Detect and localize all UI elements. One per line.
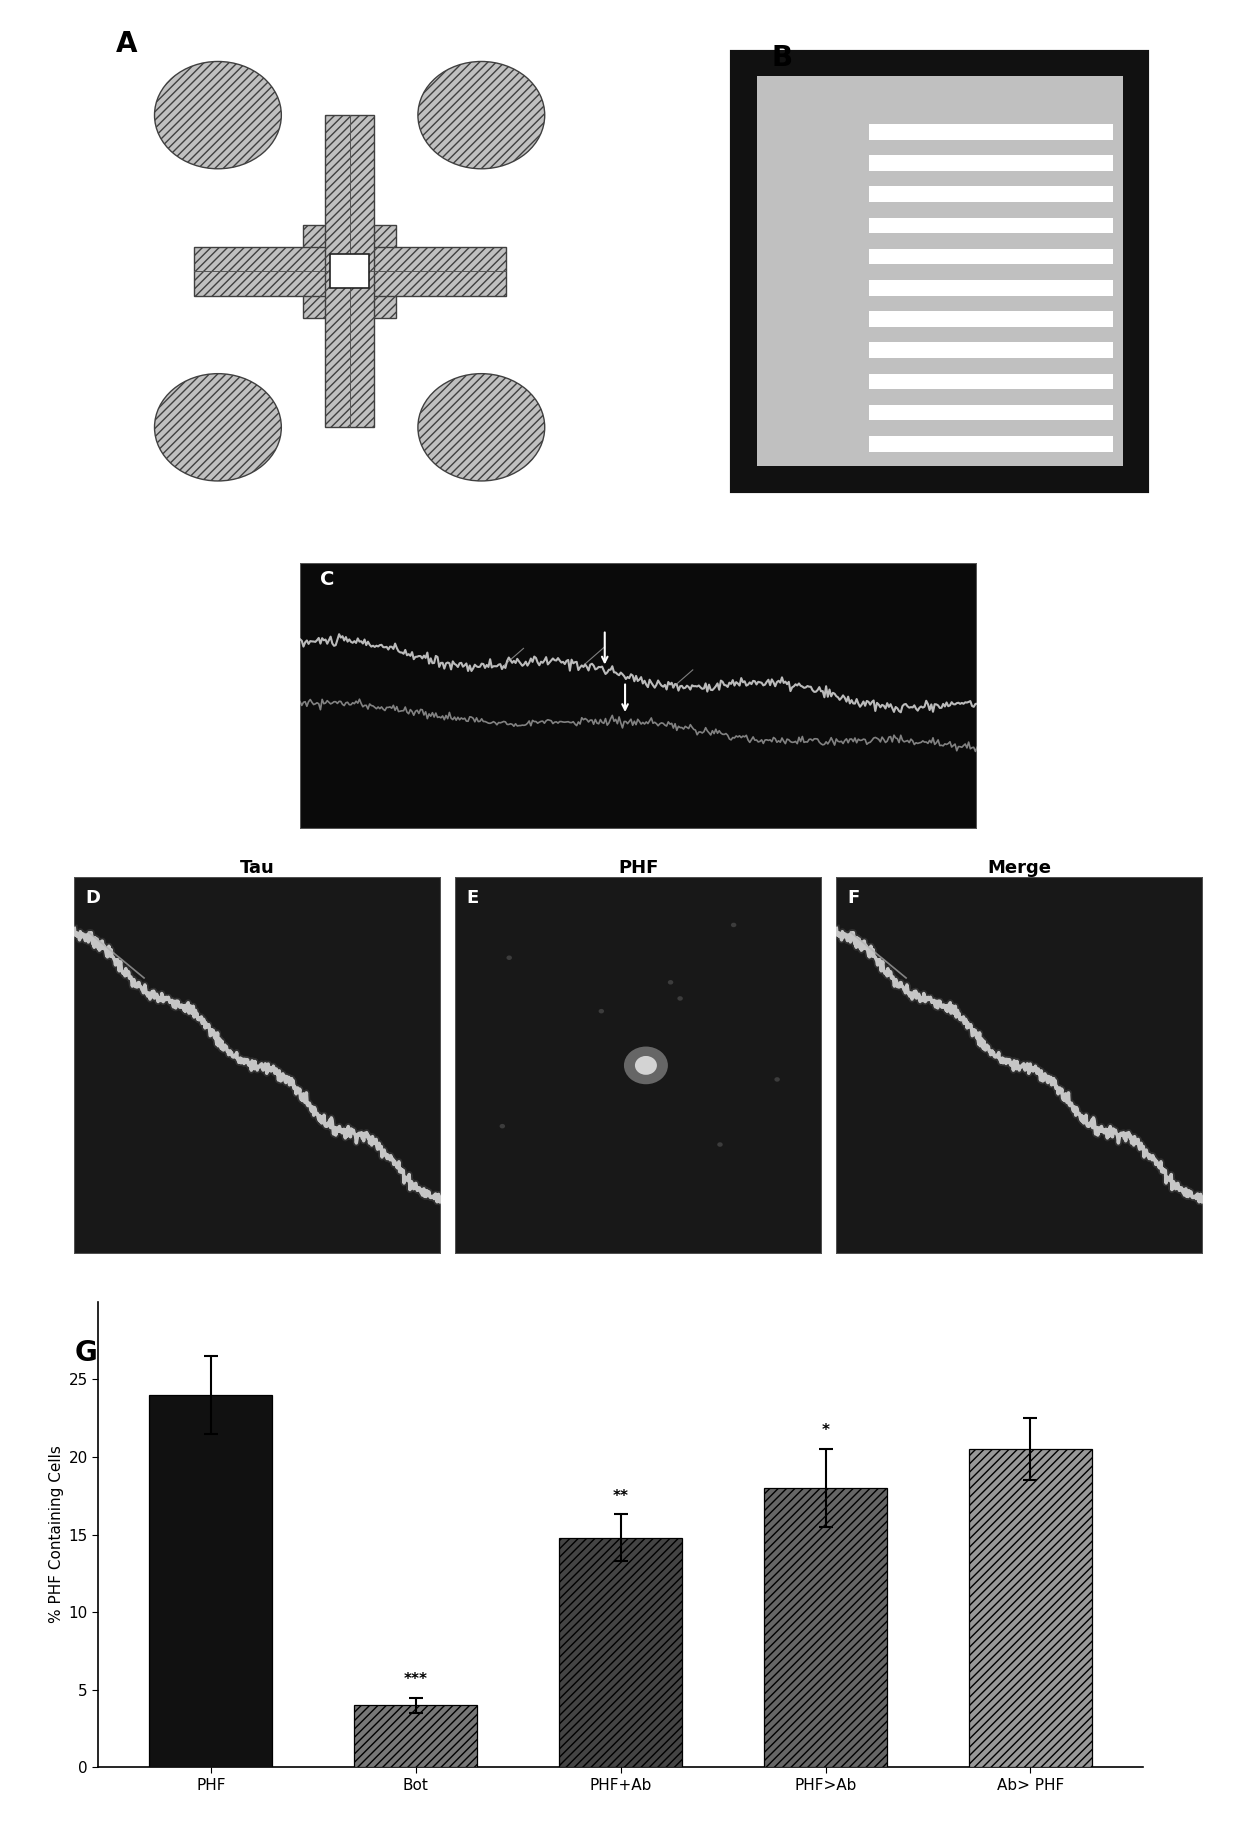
Bar	[304, 224, 396, 317]
Title: Tau: Tau	[241, 858, 275, 876]
Text: D: D	[86, 889, 100, 907]
Ellipse shape	[155, 374, 281, 481]
Bar	[968, 1448, 1092, 1767]
Text: B: B	[771, 44, 792, 73]
Ellipse shape	[717, 1142, 723, 1146]
Ellipse shape	[774, 1077, 780, 1082]
Bar	[869, 155, 1114, 171]
Bar	[869, 186, 1114, 202]
Y-axis label: % PHF Containing Cells: % PHF Containing Cells	[50, 1445, 64, 1623]
Bar	[756, 77, 1122, 466]
Bar	[869, 404, 1114, 421]
Ellipse shape	[635, 1057, 657, 1075]
Ellipse shape	[668, 980, 673, 984]
Bar	[559, 1538, 682, 1767]
Bar	[764, 1489, 887, 1767]
Text: C: C	[320, 570, 335, 589]
Ellipse shape	[418, 374, 544, 481]
Bar	[869, 312, 1114, 326]
Text: G: G	[74, 1339, 98, 1366]
Bar	[150, 1396, 273, 1767]
Ellipse shape	[418, 62, 544, 169]
Bar	[869, 281, 1114, 295]
Ellipse shape	[624, 1046, 668, 1084]
Text: ***: ***	[404, 1671, 428, 1687]
Text: F: F	[847, 889, 859, 907]
Text: **: **	[613, 1489, 629, 1503]
Bar	[869, 124, 1114, 140]
Bar	[355, 1705, 477, 1767]
Text: A: A	[115, 29, 136, 58]
Bar	[330, 253, 370, 288]
Bar	[325, 115, 374, 428]
Bar	[733, 51, 1147, 490]
Ellipse shape	[599, 1009, 604, 1013]
Ellipse shape	[500, 1124, 505, 1128]
Ellipse shape	[506, 955, 512, 960]
Bar	[193, 246, 506, 295]
Bar	[869, 435, 1114, 452]
Title: PHF: PHF	[619, 858, 658, 876]
Ellipse shape	[155, 62, 281, 169]
Text: E: E	[466, 889, 479, 907]
Title: Merge: Merge	[987, 858, 1052, 876]
Bar	[869, 217, 1114, 233]
Bar	[869, 374, 1114, 390]
Text: *: *	[822, 1423, 830, 1438]
Ellipse shape	[677, 997, 683, 1000]
Bar	[869, 250, 1114, 264]
Bar	[869, 343, 1114, 359]
Ellipse shape	[730, 922, 737, 927]
